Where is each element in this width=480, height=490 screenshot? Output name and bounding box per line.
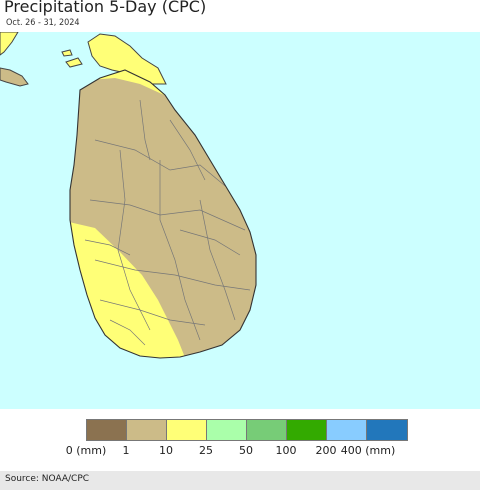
legend-tick: 25 — [199, 444, 213, 457]
jaffna-peninsula — [87, 33, 167, 85]
source-label: Source: NOAA/CPC — [5, 474, 90, 484]
legend-tick: 200 — [315, 444, 337, 457]
map-title: Precipitation 5-Day (CPC) — [4, 0, 207, 16]
legend: 0 (mm) 1 10 25 50 100 200 400 (mm) — [0, 410, 480, 470]
precipitation-map — [0, 31, 480, 409]
india-coast — [0, 31, 19, 56]
legend-tick: 1 — [122, 444, 130, 457]
india-peninsula — [0, 67, 29, 87]
legend-swatch — [127, 420, 167, 440]
header: Precipitation 5-Day (CPC) Oct. 26 - 31, … — [0, 0, 480, 32]
legend-swatch — [247, 420, 287, 440]
legend-tick: 400 (mm) — [340, 444, 396, 457]
legend-tick: 100 — [275, 444, 297, 457]
mannar-island — [65, 57, 83, 68]
legend-swatch — [327, 420, 367, 440]
legend-tick: 0 (mm) — [65, 444, 107, 457]
legend-tick: 50 — [239, 444, 253, 457]
map-panel — [0, 31, 480, 409]
legend-swatch — [207, 420, 247, 440]
legend-swatch — [367, 420, 407, 440]
legend-tick: 10 — [159, 444, 173, 457]
legend-swatch — [287, 420, 327, 440]
sri-lanka-coastline — [69, 69, 257, 359]
date-range: Oct. 26 - 31, 2024 — [6, 18, 80, 28]
legend-swatch — [87, 420, 127, 440]
legend-swatch — [167, 420, 207, 440]
color-scale — [86, 419, 408, 441]
footer: Source: NOAA/CPC — [0, 471, 480, 490]
delft-island — [61, 49, 73, 57]
district-borders — [84, 99, 251, 346]
